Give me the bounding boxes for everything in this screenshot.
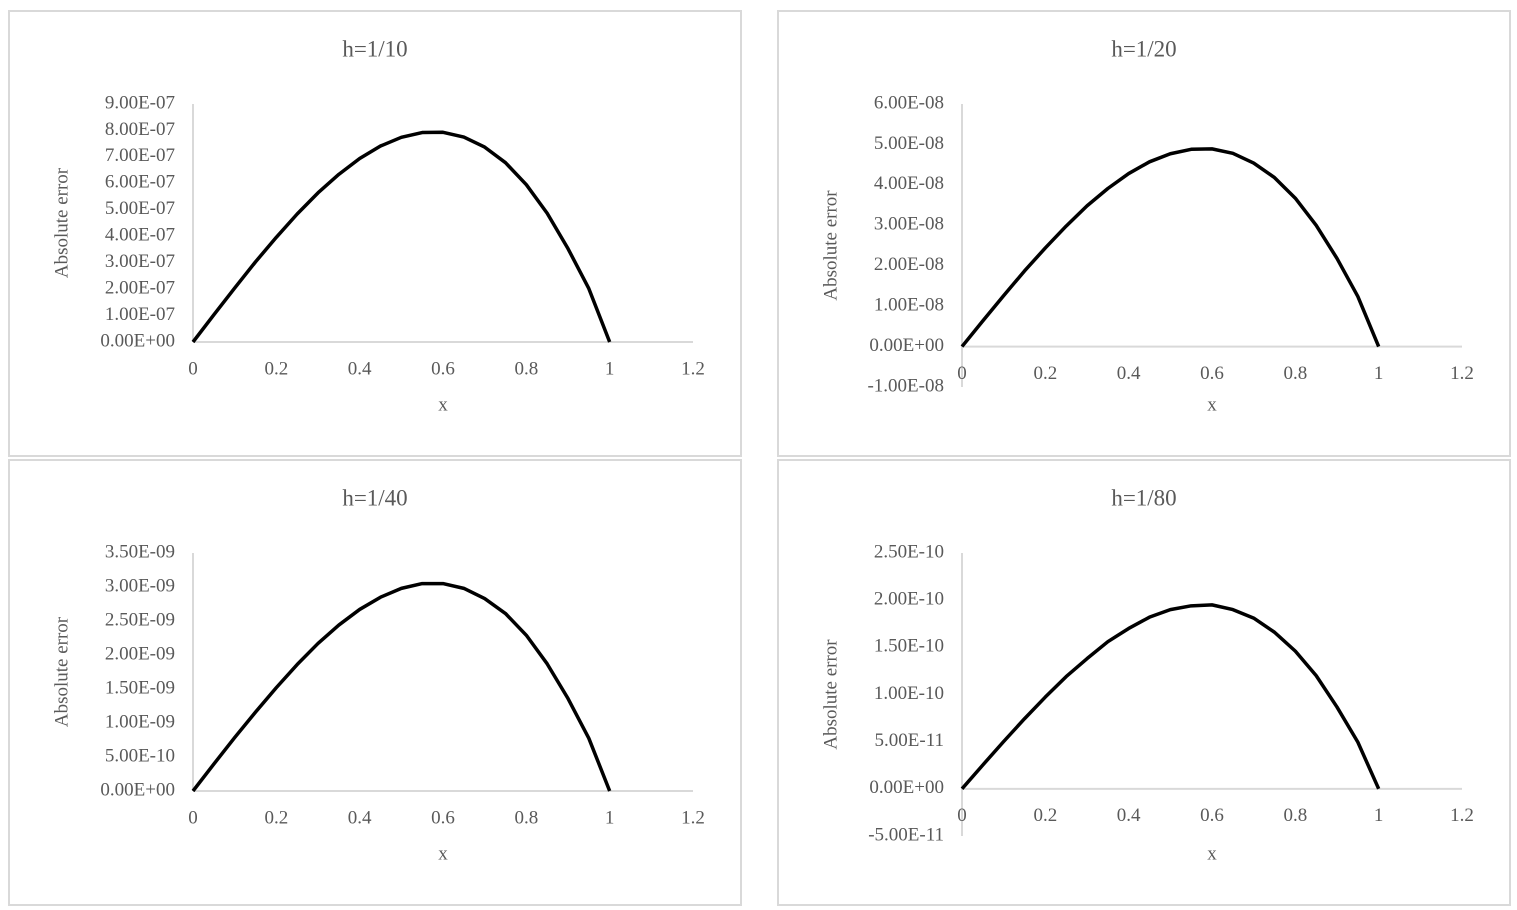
y-tick-label: 6.00E-07 <box>105 172 175 193</box>
x-tick-label: 0.4 <box>1117 363 1141 384</box>
y-tick-label: 1.00E-10 <box>874 683 944 704</box>
x-tick-label: 0.8 <box>514 807 538 828</box>
y-tick-label: 9.00E-07 <box>105 92 175 113</box>
x-tick-label: 0.4 <box>348 358 372 379</box>
y-tick-label: 2.00E-07 <box>105 277 175 298</box>
x-tick-label: 0.6 <box>431 807 455 828</box>
y-tick-label: 1.00E-09 <box>105 711 175 732</box>
y-tick-label: 4.00E-07 <box>105 225 175 246</box>
chart-panel: h=1/10 0.00E+00 1.00E-07 2.00E-07 3.00E-07 4.… <box>8 10 742 457</box>
x-tick-label: 0.2 <box>264 358 288 379</box>
x-axis-title: x <box>1207 843 1217 864</box>
x-tick-label: 0 <box>188 807 198 828</box>
chart-panel: h=1/40 0.00E+00 5.00E-10 1.00E-09 1.50E-09 2.… <box>8 459 742 906</box>
y-tick-label: 2.00E-08 <box>874 254 944 275</box>
x-tick-label: 0.6 <box>1200 363 1224 384</box>
data-line <box>191 581 612 793</box>
panel-border <box>8 459 742 906</box>
y-tick-label: 0.00E+00 <box>100 779 175 800</box>
x-tick-label: 1.2 <box>1450 363 1474 384</box>
y-tick-label: 0.00E+00 <box>100 330 175 351</box>
y-tick-label: 5.00E-10 <box>105 745 175 766</box>
x-tick-label: 0.2 <box>1033 363 1057 384</box>
chart-title: h=1/40 <box>342 485 407 510</box>
y-tick-label: 1.00E-08 <box>874 295 944 316</box>
y-tick-label: 2.00E-09 <box>105 643 175 664</box>
y-tick-label: -1.00E-08 <box>867 375 944 396</box>
y-tick-label: -5.00E-11 <box>868 824 944 845</box>
x-tick-label: 1.2 <box>681 807 705 828</box>
x-tick-label: 1.2 <box>681 358 705 379</box>
x-tick-label: 0.6 <box>431 358 455 379</box>
y-tick-label: 2.50E-10 <box>874 541 944 562</box>
y-tick-label: 6.00E-08 <box>874 92 944 113</box>
y-tick-label: 0.00E+00 <box>869 777 944 798</box>
y-axis-title: Absolute error <box>820 190 841 301</box>
y-axis-title: Absolute error <box>820 639 841 750</box>
x-tick-label: 0.4 <box>1117 805 1141 826</box>
y-tick-label: 1.50E-10 <box>874 636 944 657</box>
data-line <box>960 603 1381 790</box>
y-tick-label: 3.50E-09 <box>105 541 175 562</box>
x-tick-label: 0.6 <box>1200 805 1224 826</box>
x-tick-label: 1 <box>605 358 615 379</box>
x-tick-label: 1 <box>1374 805 1384 826</box>
panel-border <box>8 10 742 457</box>
x-tick-label: 1 <box>605 807 615 828</box>
x-tick-label: 0.4 <box>348 807 372 828</box>
y-tick-label: 3.00E-09 <box>105 575 175 596</box>
y-tick-label: 7.00E-07 <box>105 145 175 166</box>
y-tick-label: 2.00E-10 <box>874 589 944 610</box>
chart-title: h=1/10 <box>342 36 407 61</box>
data-line <box>960 147 1381 348</box>
y-tick-label: 4.00E-08 <box>874 173 944 194</box>
data-line <box>191 130 612 344</box>
y-tick-label: 8.00E-07 <box>105 119 175 140</box>
x-tick-label: 0.8 <box>1283 363 1307 384</box>
x-axis-title: x <box>1207 394 1217 415</box>
y-axis-title: Absolute error <box>51 167 72 278</box>
y-tick-label: 1.50E-09 <box>105 677 175 698</box>
x-tick-label: 0 <box>957 363 967 384</box>
x-tick-label: 1.2 <box>1450 805 1474 826</box>
y-tick-label: 1.00E-07 <box>105 304 175 325</box>
y-axis-title: Absolute error <box>51 616 72 727</box>
y-tick-label: 0.00E+00 <box>869 335 944 356</box>
x-tick-label: 0.2 <box>264 807 288 828</box>
x-axis-title: x <box>438 843 448 864</box>
chart-panel: h=1/80 -5.00E-11 0.00E+00 5.00E-11 1.00E-10 1… <box>777 459 1511 906</box>
x-tick-label: 0.2 <box>1033 805 1057 826</box>
y-tick-label: 3.00E-07 <box>105 251 175 272</box>
y-tick-label: 5.00E-11 <box>875 730 944 751</box>
x-tick-label: 0 <box>188 358 198 379</box>
x-tick-label: 1 <box>1374 363 1384 384</box>
panel-border <box>777 10 1511 457</box>
x-axis-title: x <box>438 394 448 415</box>
x-tick-label: 0 <box>957 805 967 826</box>
x-tick-label: 0.8 <box>514 358 538 379</box>
y-tick-label: 5.00E-07 <box>105 198 175 219</box>
y-tick-label: 2.50E-09 <box>105 609 175 630</box>
y-tick-label: 5.00E-08 <box>874 133 944 154</box>
chart-title: h=1/20 <box>1111 36 1176 61</box>
chart-title: h=1/80 <box>1111 485 1176 510</box>
chart-panel: h=1/20 -1.00E-08 0.00E+00 1.00E-08 2.00E-08 3… <box>777 10 1511 457</box>
y-tick-label: 3.00E-08 <box>874 214 944 235</box>
panel-border <box>777 459 1511 906</box>
x-tick-label: 0.8 <box>1283 805 1307 826</box>
